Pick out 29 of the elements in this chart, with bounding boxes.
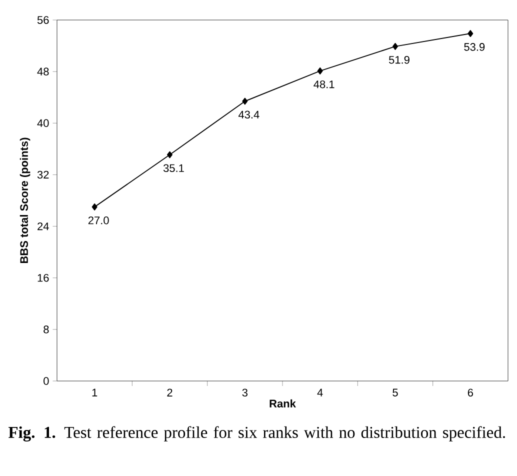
y-tick-label: 56: [37, 16, 49, 24]
x-axis-title: Rank: [270, 399, 296, 408]
y-tick-label: 40: [37, 119, 49, 128]
x-tick-label: 4: [317, 388, 323, 396]
point: [167, 151, 172, 158]
y-tick-label: 48: [37, 68, 49, 76]
y-tick-label: 8: [44, 326, 49, 334]
data-label: 51.9: [388, 56, 410, 64]
data-label: 48.1: [314, 80, 334, 88]
point: [392, 42, 398, 50]
y-tick-label: 24: [38, 222, 49, 230]
x-tick-label: 2: [167, 388, 172, 396]
point: [242, 98, 248, 105]
y-tick-label: 0: [44, 377, 49, 385]
x-tick-label: 6: [468, 388, 473, 397]
y-tick-label: 16: [38, 274, 49, 282]
data-label: 53.9: [464, 43, 485, 51]
data-label: 35.1: [163, 164, 184, 172]
y-axis-title: BBS total Score (points): [20, 138, 30, 264]
y-tick-label: 32: [37, 170, 49, 179]
text: Fig. 1. Test reference profile for six ranks with no distribution specified.: [8, 426, 505, 442]
x-tick-label: 3: [242, 388, 248, 397]
point: [468, 30, 474, 38]
x-tick-label: 1: [92, 388, 98, 396]
data-label: 27.0: [88, 216, 109, 224]
point: [317, 67, 323, 74]
point: [92, 203, 98, 210]
x-tick-label: 5: [392, 388, 398, 396]
data-label: 43.4: [238, 110, 260, 119]
